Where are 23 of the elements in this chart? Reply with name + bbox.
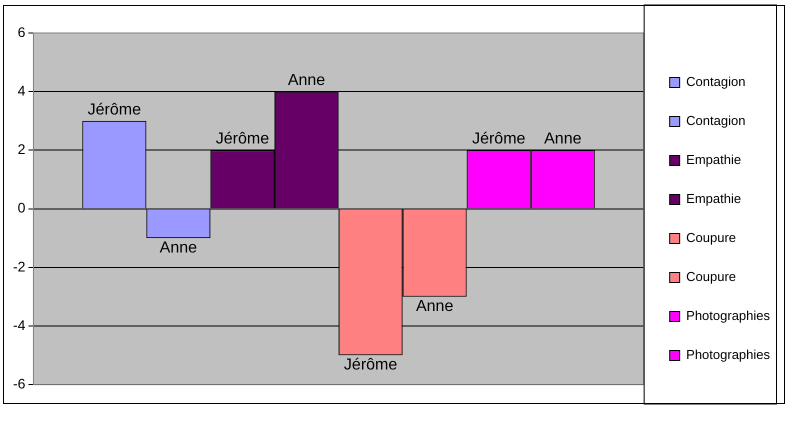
legend-label: Empathie	[686, 191, 742, 206]
y-tick-label: 0	[18, 200, 26, 216]
data-label: Jérôme	[216, 130, 270, 148]
data-label: Anne	[288, 72, 326, 90]
legend-label: Photographies	[686, 308, 770, 324]
y-tick-label: 4	[18, 82, 26, 98]
legend-label: Contagion	[686, 74, 746, 90]
legend-label: Coupure	[686, 269, 736, 284]
y-tick-label: 2	[18, 141, 26, 158]
y-tick-label: 6	[18, 24, 26, 40]
data-label: Anne	[544, 130, 582, 148]
data-label: Jérôme	[88, 101, 142, 118]
legend-label: Empathie	[686, 152, 742, 168]
data-label: Anne	[416, 298, 454, 316]
y-tick-label: -4	[12, 316, 26, 333]
y-tick-label: -6	[12, 375, 26, 392]
data-label: Anne	[160, 240, 198, 257]
legend-label: Coupure	[686, 230, 736, 246]
data-label: Jérôme	[472, 130, 526, 148]
legend-label: Contagion	[686, 113, 746, 128]
y-tick-label: -2	[12, 258, 26, 274]
data-label: Jérôme	[344, 356, 398, 374]
legend-label: Photographies	[686, 347, 770, 362]
